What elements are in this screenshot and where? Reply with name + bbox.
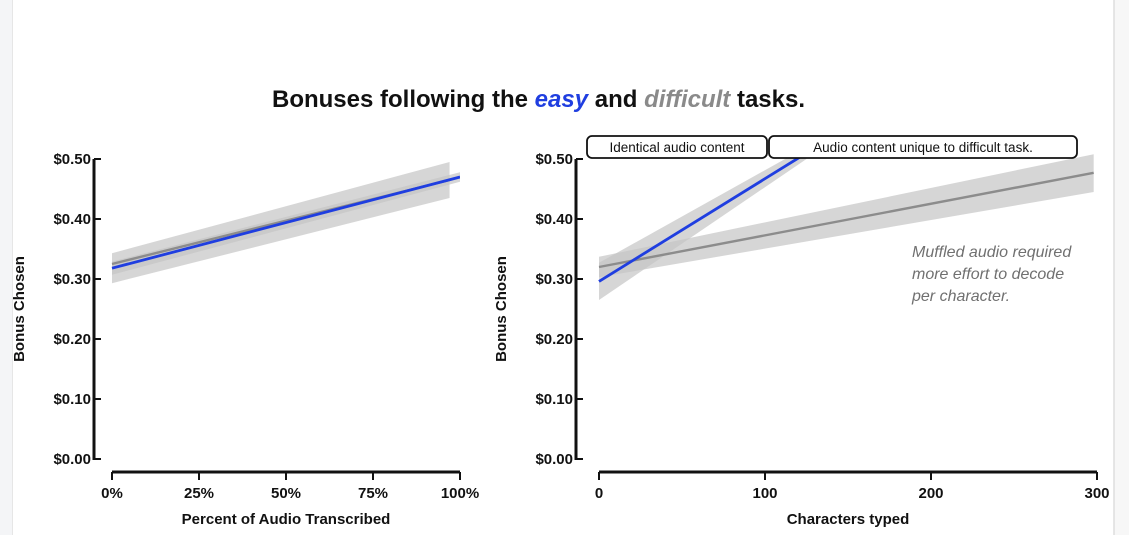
y-tick-label: $0.00 <box>535 451 573 468</box>
region-box-1 <box>586 135 768 159</box>
x-tick-label: 75% <box>358 485 388 502</box>
region-box-2 <box>768 135 1078 159</box>
region-box-label: Identical audio content <box>609 140 744 155</box>
x-tick-label: 300 <box>1084 485 1109 502</box>
x-tick-label: 100 <box>752 485 777 502</box>
y-tick-label: $0.30 <box>53 271 91 288</box>
title-easy-word: easy <box>534 86 589 113</box>
y-tick-label: $0.50 <box>53 151 91 168</box>
title-difficult-word: difficult <box>644 86 731 113</box>
chart-panel-2: $0.00 $0.10 $0.20 $0.30 $0.40 $0.50 0 100 200 300… <box>493 135 1110 528</box>
x-tick-label: 25% <box>184 485 214 502</box>
y-axis-title: Bonus Chosen <box>493 256 510 362</box>
y-tick-label: $0.40 <box>53 211 91 228</box>
title-text-start: Bonuses following the <box>271 86 535 113</box>
chart-panel-1: $0.00 $0.10 $0.20 $0.30 $0.40 $0.50 0% 25% 50% 75… <box>11 151 479 528</box>
y-tick-label: $0.20 <box>53 331 91 348</box>
x-tick-label: 0 <box>595 485 603 502</box>
x-axis-title: Characters typed <box>787 511 910 528</box>
scrollbar[interactable] <box>1114 0 1129 535</box>
y-tick-label: $0.40 <box>535 211 573 228</box>
annotation-line: more effort to decode <box>912 266 1064 283</box>
title-text-end: tasks. <box>730 86 805 113</box>
y-tick-label: $0.10 <box>535 391 573 408</box>
annotation-line: Muffled audio required <box>912 244 1072 261</box>
y-tick-label: $0.50 <box>535 151 573 168</box>
x-axis-title: Percent of Audio Transcribed <box>182 511 391 528</box>
y-tick-label: $0.30 <box>535 271 573 288</box>
y-tick-label: $0.10 <box>53 391 91 408</box>
series-line-difficult <box>598 171 1094 269</box>
annotation-line: per character. <box>911 288 1010 305</box>
confidence-band-easy <box>599 153 807 300</box>
title-text-mid: and <box>588 86 645 113</box>
series-line-easy <box>598 153 808 283</box>
x-tick-label: 0% <box>101 485 123 502</box>
chart-title: Bonuses following the easy and difficult… <box>0 86 1077 114</box>
x-tick-label: 50% <box>271 485 301 502</box>
figure-card <box>12 0 1114 535</box>
region-box-label: Audio content unique to difficult task. <box>813 140 1033 155</box>
series-line-easy <box>111 175 460 270</box>
y-tick-label: $0.00 <box>53 451 91 468</box>
x-tick-label: 200 <box>918 485 943 502</box>
y-axis-title: Bonus Chosen <box>11 256 28 362</box>
y-tick-label: $0.20 <box>535 331 573 348</box>
x-tick-label: 100% <box>441 485 479 502</box>
confidence-band-difficult <box>599 154 1094 278</box>
